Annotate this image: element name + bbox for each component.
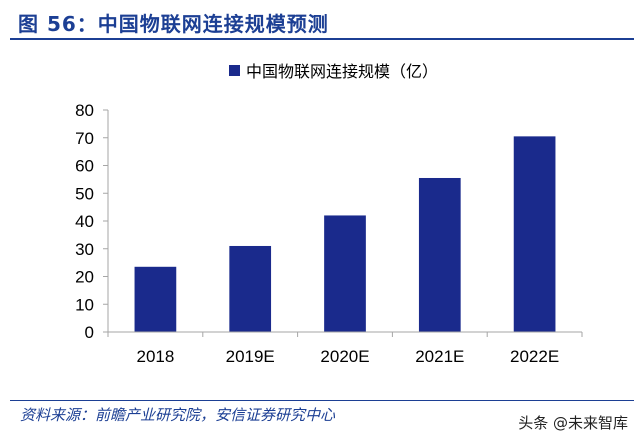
y-tick-label: 0 — [85, 323, 94, 342]
legend-swatch — [229, 65, 240, 76]
y-axis-ticks: 0 10 20 30 40 50 60 70 80 — [75, 101, 108, 342]
figure-title: 图 56：中国物联网连接规模预测 — [18, 12, 329, 36]
x-tick-label: 2018 — [136, 347, 174, 366]
bar — [324, 215, 366, 332]
x-tick-label: 2019E — [226, 347, 275, 366]
bar — [418, 177, 461, 332]
x-axis-ticks: 2018 2019E 2020E 2021E 2022E — [107, 332, 583, 366]
footer-divider — [10, 400, 634, 401]
watermark: 头条 @未来智库 — [518, 414, 628, 432]
y-tick-label: 30 — [75, 240, 94, 259]
legend-label: 中国物联网连接规模（亿） — [246, 62, 438, 81]
x-tick-label: 2021E — [415, 347, 464, 366]
legend: 中国物联网连接规模（亿） — [229, 62, 438, 81]
y-tick-label: 50 — [75, 184, 94, 203]
bars — [134, 136, 556, 332]
y-tick-label: 80 — [75, 101, 94, 120]
bar-chart: 0 10 20 30 40 50 60 70 80 2018 2019E 2020E 2021E 202… — [75, 62, 583, 366]
bar — [513, 136, 556, 332]
title-divider — [10, 38, 634, 40]
y-tick-label: 60 — [75, 157, 94, 176]
y-tick-label: 20 — [75, 268, 94, 287]
y-tick-label: 40 — [75, 212, 94, 231]
bar — [134, 266, 177, 332]
y-tick-label: 70 — [75, 129, 94, 148]
source-note: 资料来源：前瞻产业研究院，安信证券研究中心 — [20, 406, 336, 424]
x-tick-label: 2022E — [510, 347, 559, 366]
x-tick-label: 2020E — [320, 347, 369, 366]
bar — [229, 245, 272, 332]
y-tick-label: 10 — [75, 295, 94, 314]
